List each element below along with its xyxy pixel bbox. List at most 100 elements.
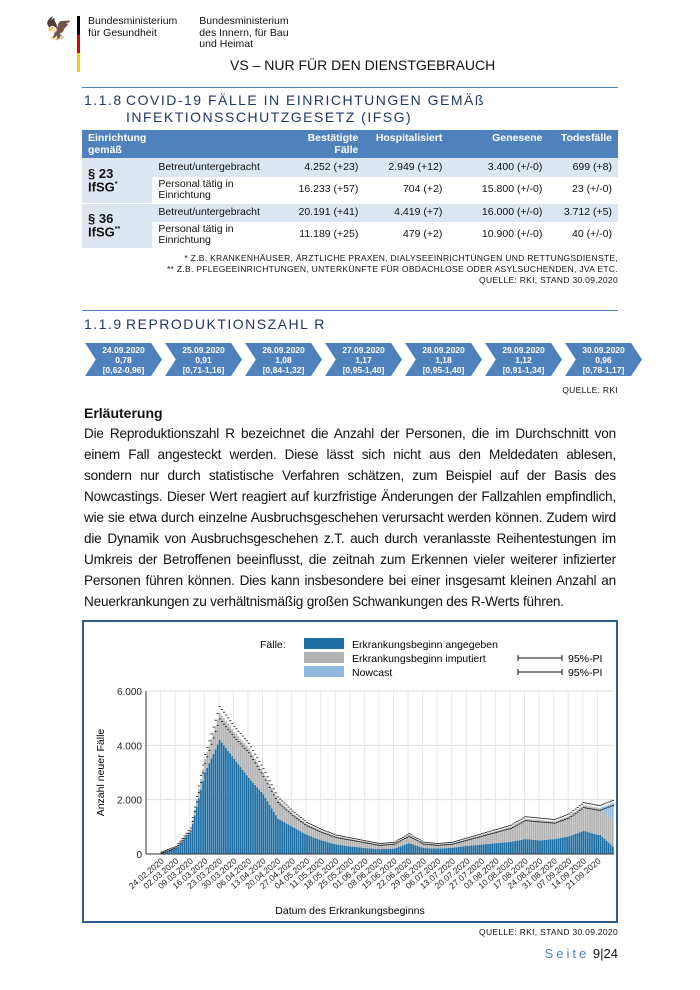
bar [293, 827, 296, 854]
bar [218, 712, 221, 740]
bar [601, 809, 604, 837]
bar [482, 834, 485, 845]
bar [418, 840, 421, 847]
bar [331, 834, 333, 844]
bar [231, 729, 234, 757]
bar [168, 850, 171, 854]
bar [343, 837, 346, 846]
r-value-chevron: 30.09.2020 0,96 [0,78-1,17] [565, 343, 642, 376]
bar [183, 839, 186, 854]
col-header: Bestätigte Fälle [282, 130, 365, 158]
bar [514, 824, 516, 841]
bar [378, 844, 381, 850]
col-header [152, 130, 283, 158]
bar [335, 844, 338, 854]
bar [368, 842, 371, 849]
bar [478, 844, 481, 854]
bar [337, 844, 340, 854]
explanation-text: Die Reproduktionszahl R bezeichnet die A… [84, 426, 616, 609]
bar [370, 842, 373, 849]
bar [312, 837, 315, 854]
bar [414, 845, 417, 854]
bar [555, 838, 558, 854]
bar [358, 847, 360, 854]
bar [297, 830, 300, 854]
bar [574, 811, 577, 835]
bar [266, 801, 269, 854]
bar [212, 753, 215, 854]
bar [443, 848, 446, 854]
bar [229, 726, 231, 754]
bar [372, 843, 375, 849]
ministry-line: Bundesministerium [88, 15, 178, 27]
bar [356, 847, 358, 854]
bar [272, 791, 275, 812]
bar [204, 758, 207, 773]
bar [597, 807, 600, 835]
bar [241, 769, 244, 854]
bar [470, 845, 473, 854]
section-heading-ifsg: 1.1.8 COVID-19 FÄLLE IN EINRICHTUNGEN GEM… [84, 92, 485, 126]
bar [447, 843, 450, 848]
bar [541, 820, 543, 841]
bar [391, 843, 394, 849]
bar [549, 821, 552, 840]
bar [458, 846, 460, 854]
group-label: § 36 IfSG** [82, 203, 153, 249]
bar [551, 821, 554, 840]
bar [299, 819, 302, 832]
bar [480, 834, 483, 845]
bar [297, 817, 300, 831]
bar [262, 772, 265, 795]
bar [503, 828, 506, 843]
table-cell: 11.189 (+25) [282, 222, 365, 249]
legend-swatch [304, 638, 344, 649]
bar [416, 839, 419, 846]
bar [202, 769, 204, 782]
ministry-interior: Bundesministerium des Innern, für Bau und … [199, 15, 288, 72]
bar [362, 841, 365, 848]
bar [366, 848, 369, 854]
bar [526, 818, 529, 840]
bar [374, 848, 377, 854]
bar [537, 840, 539, 854]
bar [497, 830, 500, 843]
bar [256, 787, 259, 854]
bar [495, 830, 498, 844]
explanation-heading: Erläuterung [84, 405, 163, 421]
bar [383, 844, 385, 849]
bar [539, 820, 541, 841]
bar [270, 788, 273, 809]
bar [231, 756, 234, 854]
bar [455, 841, 458, 848]
explanation-and-chart: Erläuterung Die Reproduktionszahl R beze… [82, 403, 618, 961]
bar [468, 845, 471, 854]
table-footnotes: * Z.B. KRANKENHÄUSER, ÄRZTLICHE PRAXEN, … [82, 253, 618, 286]
bar [214, 725, 217, 750]
epi-curve-chart: 0 2.000 4.000 6.000 24.02.2020 02.03.2020 09.0… [82, 620, 618, 923]
bar [505, 827, 508, 843]
ifsg-table: Einrichtung gemäß Bestätigte Fälle Hospi… [82, 130, 618, 249]
bar [437, 844, 439, 849]
bar [499, 829, 502, 843]
bar [601, 807, 604, 810]
bar [601, 836, 604, 854]
bar [302, 821, 304, 833]
bar [582, 805, 585, 831]
bar [233, 731, 236, 759]
r-value-chevron: 24.09.2020 0,78 [0,62-0,96] [85, 343, 162, 376]
r-value-chevron: 29.09.2020 1,12 [0,91-1,34] [485, 343, 562, 376]
bar [364, 848, 367, 854]
bar [493, 843, 496, 854]
bar [520, 821, 523, 840]
bar [270, 808, 273, 854]
bar [520, 839, 523, 854]
bar [424, 848, 427, 854]
bar [279, 819, 281, 854]
bar [568, 815, 571, 837]
ministry-logos: 🦅 Bundesministerium für Gesundheit Bundes… [45, 15, 303, 72]
bar [551, 839, 554, 854]
bar [451, 843, 454, 848]
bar [397, 847, 400, 854]
bar [514, 840, 516, 854]
